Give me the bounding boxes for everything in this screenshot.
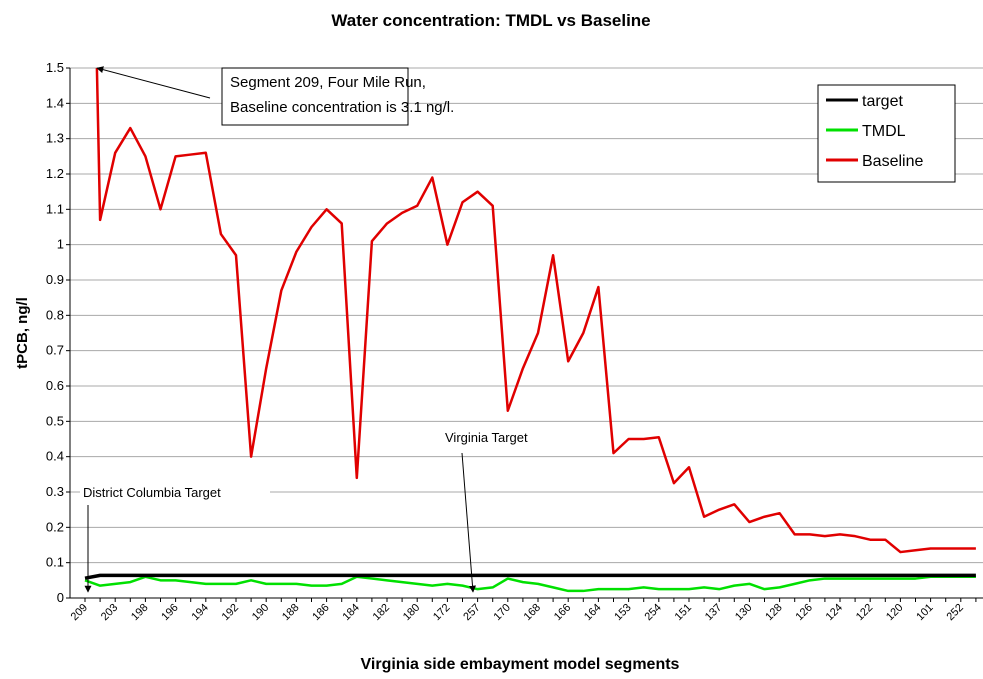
y-tick-label: 0.5 <box>46 413 64 428</box>
chart-title: Water concentration: TMDL vs Baseline <box>331 11 650 30</box>
x-tick-label: 137 <box>703 602 724 623</box>
x-tick-label: 172 <box>431 602 452 623</box>
y-tick-label: 1.5 <box>46 60 64 75</box>
legend-items: target TMDL Baseline <box>826 93 923 170</box>
x-tick-label: 164 <box>582 602 603 623</box>
legend-label: TMDL <box>862 123 906 140</box>
x-tick-label: 198 <box>129 602 150 623</box>
annotation-bg <box>80 483 270 501</box>
x-tick-label: 186 <box>310 602 331 623</box>
y-tick-label: 0.3 <box>46 484 64 499</box>
y-tick-label: 0.7 <box>46 343 64 358</box>
legend-label: Baseline <box>862 153 923 170</box>
plot-area <box>84 68 976 593</box>
x-tick-label: 194 <box>189 602 210 623</box>
line-series <box>84 575 976 593</box>
x-tick-label: 184 <box>340 602 361 623</box>
x-tick-label: 151 <box>673 602 694 623</box>
x-tick-label: 188 <box>280 602 301 623</box>
x-tick-label: 182 <box>371 602 392 623</box>
y-tick-label: 0.9 <box>46 272 64 287</box>
x-axis-label: Virginia side embayment model segments <box>361 656 680 673</box>
annotation-arrow <box>96 66 211 99</box>
x-tick-label: 196 <box>159 602 180 623</box>
annotation: Baseline concentration is 3.1 ng/l. <box>230 99 454 116</box>
y-tick-label: 0 <box>57 590 64 605</box>
x-tick-label: 257 <box>461 602 482 623</box>
x-tick-label: 166 <box>552 602 573 623</box>
y-tick-label: 0.6 <box>46 378 64 393</box>
x-tick-label: 252 <box>944 602 965 623</box>
line-series <box>95 68 976 554</box>
x-tick-label: 190 <box>250 602 271 623</box>
legend-label: target <box>862 93 903 110</box>
annotation: District Columbia Target <box>83 485 221 500</box>
x-tick-label: 170 <box>491 602 512 623</box>
annotation: Virginia Target <box>445 430 528 445</box>
y-axis-label: tPCB, ng/l <box>14 297 31 369</box>
x-tick-label: 209 <box>69 602 90 623</box>
x-tick-label: 124 <box>824 602 845 623</box>
x-tick-label: 168 <box>522 602 543 623</box>
x-tick-label: 192 <box>220 602 241 623</box>
annotation-box <box>221 67 409 126</box>
y-tick-label: 0.2 <box>46 519 64 534</box>
y-tick-label: 1.4 <box>46 95 64 110</box>
y-tick-label: 0.4 <box>46 449 64 464</box>
line-series <box>84 573 976 580</box>
x-tick-label: 122 <box>854 602 875 623</box>
x-tick-label: 180 <box>401 602 422 623</box>
x-tick-label: 130 <box>733 602 754 623</box>
y-tick-label: 1.3 <box>46 131 64 146</box>
annotation-arrow <box>461 452 476 593</box>
x-tick-label: 254 <box>642 602 663 623</box>
x-tick-label: 203 <box>99 602 120 623</box>
x-tick-label: 126 <box>793 602 814 623</box>
x-tick-label: 101 <box>914 602 935 623</box>
y-tick-label: 0.8 <box>46 307 64 322</box>
x-tick-label: 153 <box>612 602 633 623</box>
annotation: Segment 209, Four Mile Run, <box>230 74 426 91</box>
y-tick-label: 1 <box>57 237 64 252</box>
y-tick-label: 1.1 <box>46 201 64 216</box>
x-tick-label: 120 <box>884 602 905 623</box>
y-tick-label: 0.1 <box>46 555 64 570</box>
y-tick-label: 1.2 <box>46 166 64 181</box>
x-tick-label: 128 <box>763 602 784 623</box>
